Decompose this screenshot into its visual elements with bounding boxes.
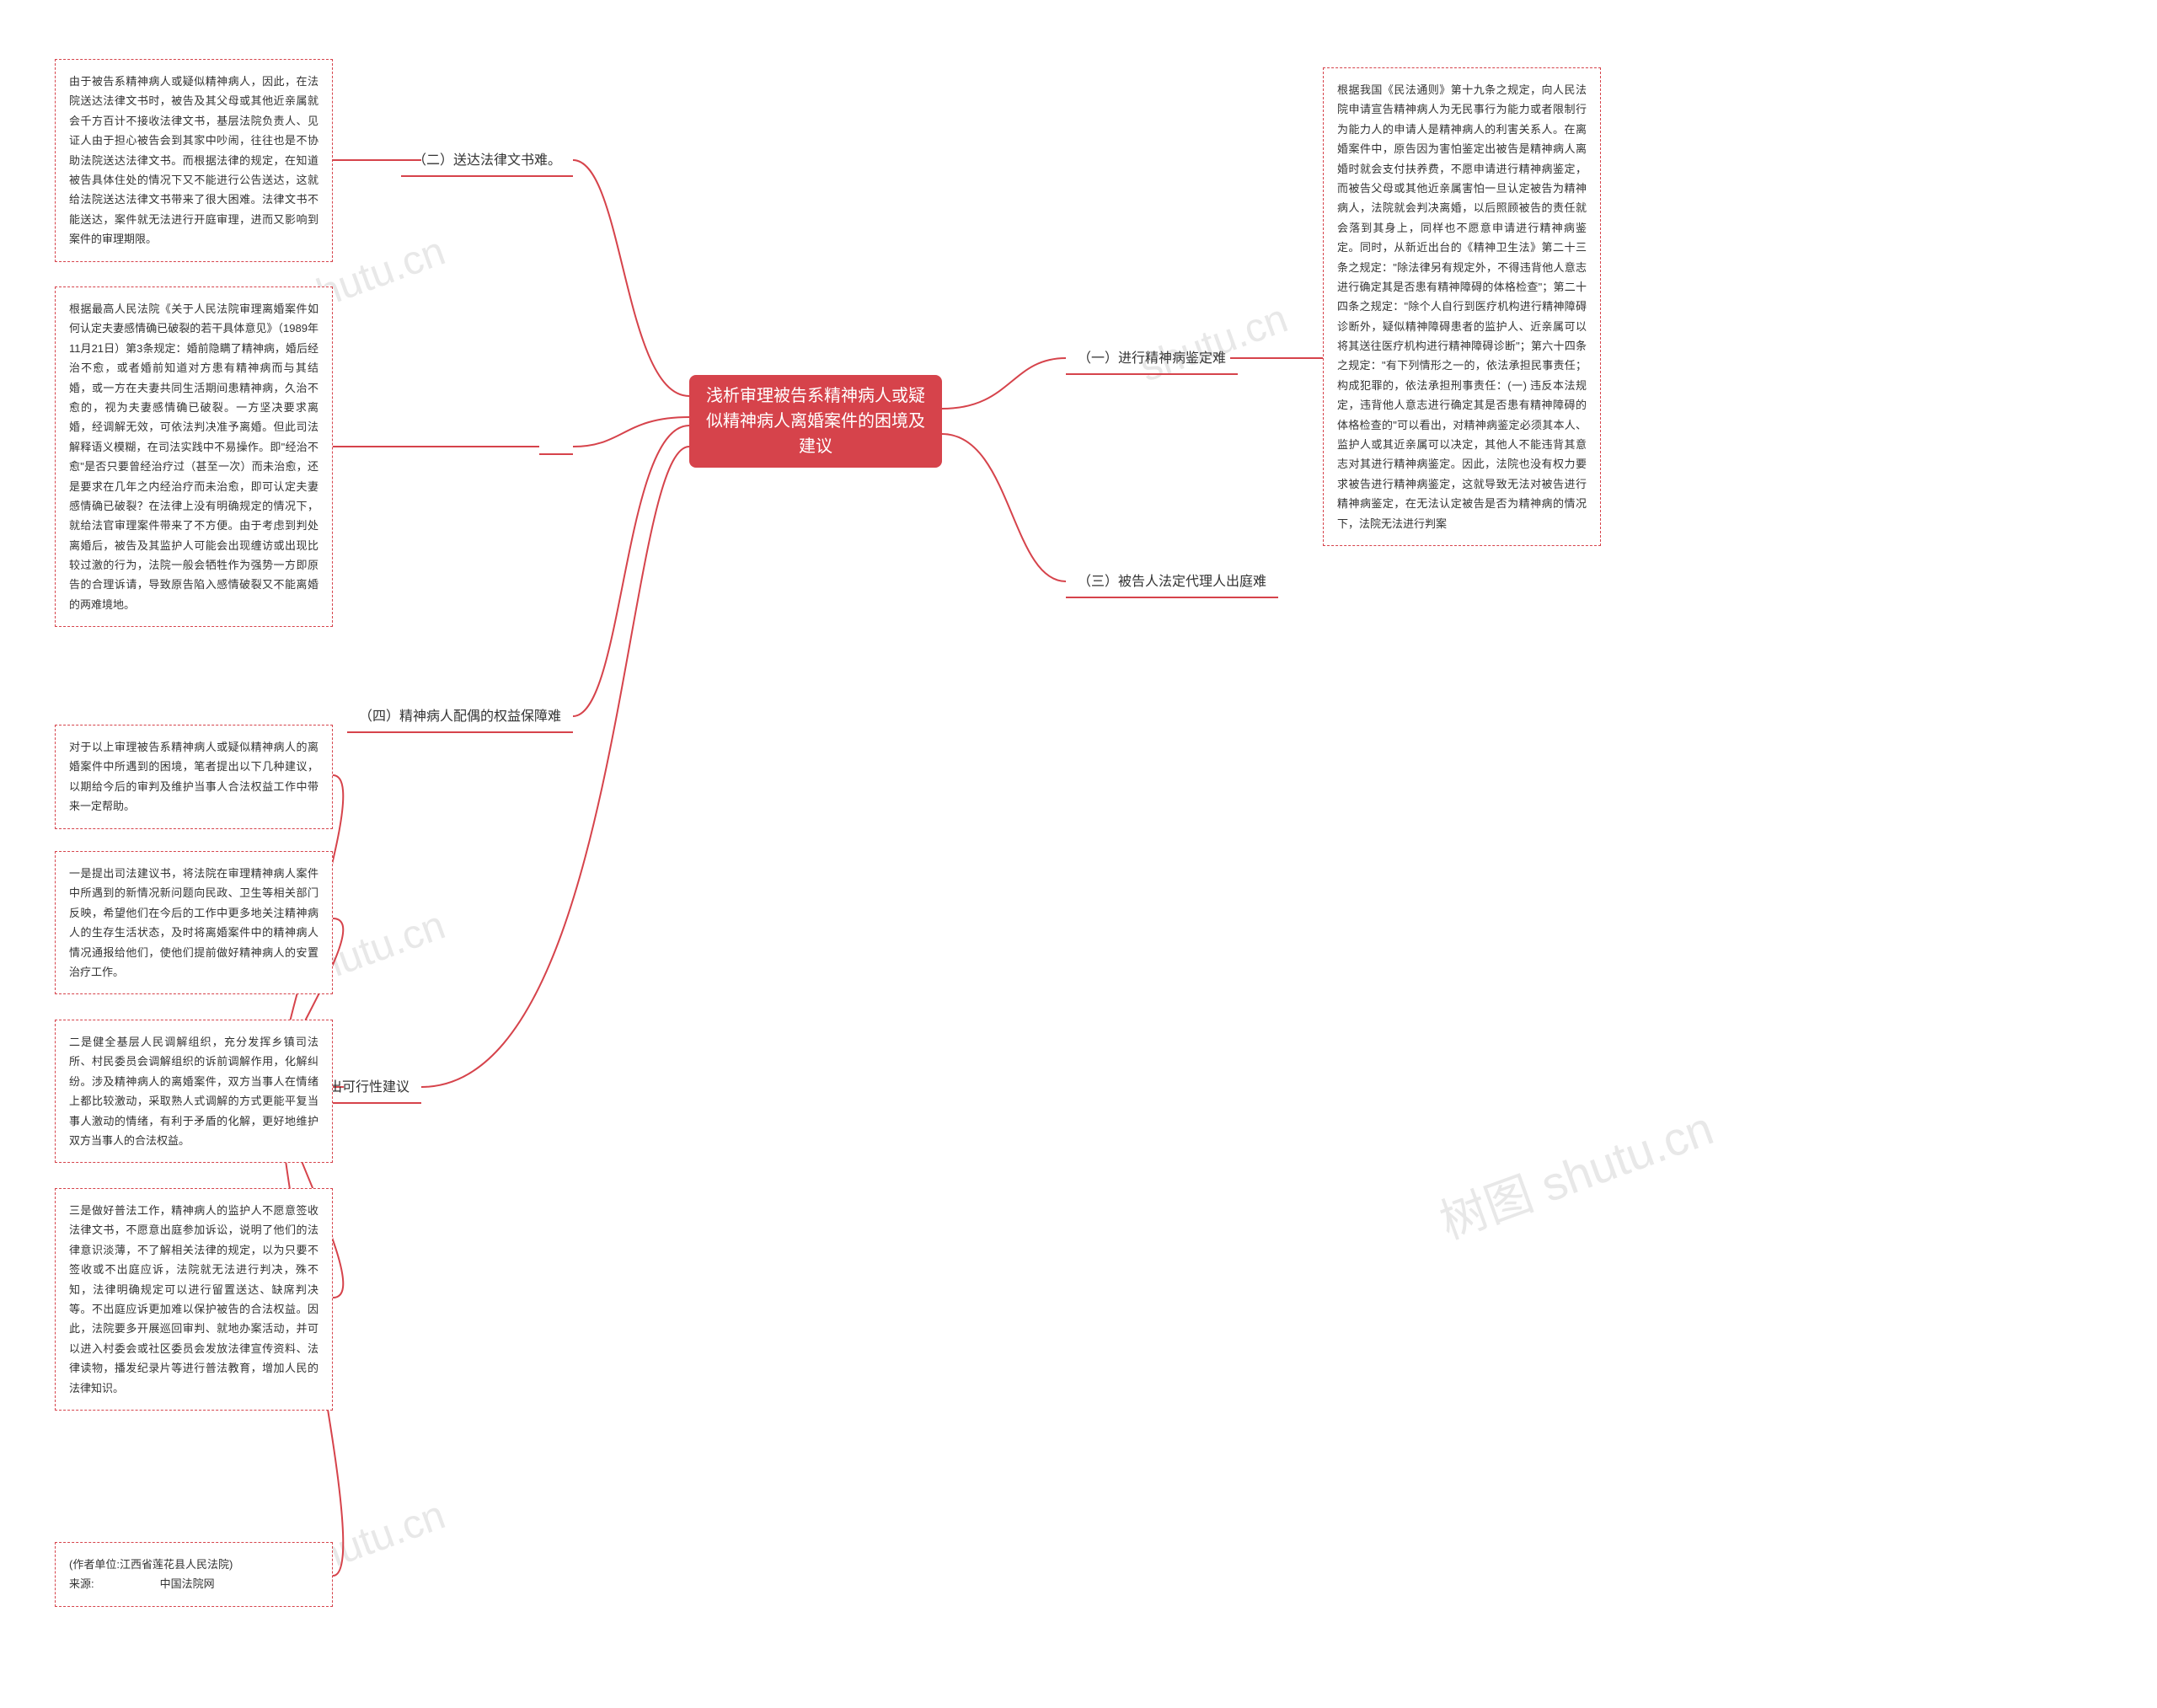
content-node-5c: 二是健全基层人民调解组织，充分发挥乡镇司法所、村民委员会调解组织的诉前调解作用，…: [55, 1020, 333, 1163]
branch-node-2: （二）送达法律文书难。: [401, 143, 573, 177]
branch-node-3: （三）被告人法定代理人出庭难: [1066, 565, 1278, 598]
content-node-5b: 一是提出司法建议书，将法院在审理精神病人案件中所遇到的新情况新问题向民政、卫生等…: [55, 851, 333, 994]
content-node-5e: (作者单位:江西省莲花县人民法院) 来源: 中国法院网: [55, 1542, 333, 1607]
content-node-5a: 对于以上审理被告系精神病人或疑似精神病人的离婚案件中所遇到的困境，笔者提出以下几…: [55, 725, 333, 829]
content-node-2: 由于被告系精神病人或疑似精神病人，因此，在法院送达法律文书时，被告及其父母或其他…: [55, 59, 333, 262]
content-node-1: 根据我国《民法通则》第十九条之规定，向人民法院申请宣告精神病人为无民事行为能力或…: [1323, 67, 1601, 546]
content-node-4: 根据最高人民法院《关于人民法院审理离婚案件如何认定夫妻感情确已破裂的若干具体意见…: [55, 286, 333, 627]
branch-node-1: （一）进行精神病鉴定难: [1066, 341, 1238, 375]
branch-node-4: （四）精神病人配偶的权益保障难: [347, 699, 573, 733]
branch-node-short: [539, 438, 573, 455]
watermark: 树图 shutu.cn: [1429, 1090, 1721, 1252]
center-node: 浅析审理被告系精神病人或疑似精神病人离婚案件的困境及建议: [689, 375, 942, 468]
content-node-5d: 三是做好普法工作，精神病人的监护人不愿意签收法律文书，不愿意出庭参加诉讼，说明了…: [55, 1188, 333, 1411]
